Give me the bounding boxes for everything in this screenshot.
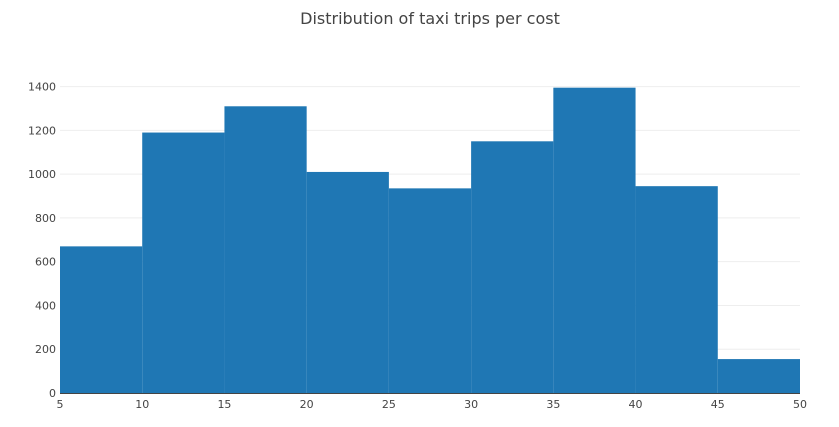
histogram-bar: [388, 188, 472, 393]
y-tick-label: 1000: [28, 168, 56, 181]
histogram-bar: [60, 246, 143, 393]
x-axis-ticks: 5 10 15 20 25 30 35 40 45 50: [57, 398, 808, 411]
y-tick-label: 1400: [28, 81, 56, 94]
x-tick-label: 15: [217, 398, 231, 411]
y-tick-label: 0: [49, 387, 56, 400]
x-tick-label: 45: [711, 398, 725, 411]
histogram-bar: [635, 186, 718, 393]
y-tick-label: 800: [35, 212, 56, 225]
x-tick-label: 40: [629, 398, 643, 411]
x-tick-label: 35: [546, 398, 560, 411]
x-tick-label: 30: [464, 398, 478, 411]
histogram-bar: [224, 106, 307, 393]
bars: [60, 87, 800, 393]
chart-title: Distribution of taxi trips per cost: [300, 9, 560, 28]
x-tick-label: 50: [793, 398, 807, 411]
y-tick-label: 400: [35, 299, 56, 312]
y-axis-ticks: 0 200 400 600 800 1000 1200 1400: [28, 81, 56, 400]
x-tick-label: 10: [135, 398, 149, 411]
x-tick-label: 20: [300, 398, 314, 411]
y-tick-label: 600: [35, 256, 56, 269]
histogram-bar: [306, 171, 389, 393]
histogram-bar: [553, 87, 636, 393]
histogram-bar: [717, 359, 800, 393]
x-tick-label: 25: [382, 398, 396, 411]
x-tick-label: 5: [57, 398, 64, 411]
histogram-bar: [471, 141, 554, 393]
y-tick-label: 1200: [28, 124, 56, 137]
y-tick-label: 200: [35, 343, 56, 356]
histogram-bar: [142, 132, 225, 393]
